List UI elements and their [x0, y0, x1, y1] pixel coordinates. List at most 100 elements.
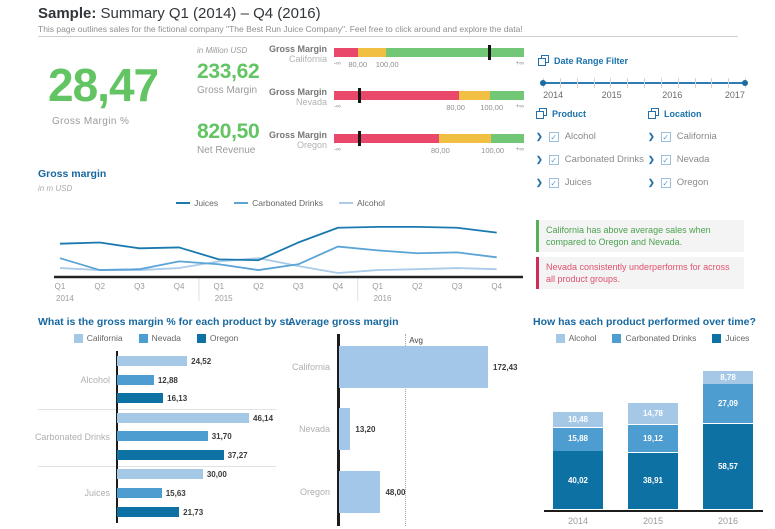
filter-item-oregon[interactable]: ❯ ✓ Oregon	[648, 171, 756, 194]
chevron-right-icon[interactable]: ❯	[648, 131, 655, 141]
stack-segment-juices-2016[interactable]	[703, 423, 753, 510]
bar-nevada[interactable]	[339, 408, 351, 450]
checkbox-checked-icon[interactable]: ✓	[548, 154, 559, 165]
bullet-scale-label: +∞	[515, 60, 524, 67]
x-tick-label: Q4	[174, 282, 185, 291]
filter-item-alcohol[interactable]: ❯ ✓ Alcohol	[536, 125, 644, 148]
line-series-carbonated-drinks[interactable]	[59, 245, 497, 271]
stack-segment-alcohol-2016[interactable]	[703, 371, 753, 384]
x-tick-label: Q2	[94, 282, 105, 291]
line-series-alcohol[interactable]	[59, 257, 497, 274]
bullet-measure-name: Gross Margin	[268, 130, 327, 140]
slider-year-label: 2016	[662, 90, 683, 100]
bar-value-label: 37,27	[227, 451, 248, 461]
kpi-gross-margin: 233,62 Gross Margin	[197, 60, 260, 96]
slider-tick	[559, 78, 561, 88]
stack-segment-juices-2014[interactable]	[553, 451, 603, 510]
stack-segment-alcohol-2015[interactable]	[628, 402, 678, 425]
filter-header-product[interactable]: Product	[536, 108, 644, 119]
x-axis	[544, 510, 763, 512]
date-filter-header[interactable]: Date Range Filter	[538, 55, 628, 66]
chevron-right-icon[interactable]: ❯	[536, 131, 543, 141]
legend-item-carbonated-drinks[interactable]: Carbonated Drinks	[612, 333, 696, 343]
bar-nevada-alcohol[interactable]	[117, 374, 154, 385]
legend-item-label: Juices	[725, 333, 750, 343]
stack-segment-carbonated-drinks-2014[interactable]	[553, 427, 603, 451]
bullet-region-name: Nevada	[295, 97, 327, 107]
line-chart-legend: Juices Carbonated Drinks Alcohol	[28, 198, 533, 208]
category-label: California	[291, 362, 330, 372]
stack-segment-carbonated-drinks-2015[interactable]	[628, 424, 678, 453]
bullet-chart-oregon[interactable]: Gross Margin Oregon -∞ 80,00 100,00 +∞	[262, 130, 524, 156]
chevron-right-icon[interactable]: ❯	[648, 154, 655, 164]
legend-line-swatch	[339, 201, 354, 205]
stack-segment-alcohol-2014[interactable]	[553, 412, 603, 428]
chevron-right-icon[interactable]: ❯	[536, 154, 543, 164]
filter-item-juices[interactable]: ❯ ✓ Juices	[536, 171, 644, 194]
slider-year-label: 2017	[724, 90, 745, 100]
slider-handle-end[interactable]	[742, 80, 748, 86]
x-tick-label: Q4	[333, 282, 344, 291]
bullet-region-name: Oregon	[296, 140, 327, 150]
chevron-right-icon[interactable]: ❯	[536, 177, 543, 187]
bullet-bar[interactable]	[334, 48, 524, 57]
checkbox-checked-icon[interactable]: ✓	[660, 177, 671, 188]
chevron-right-icon[interactable]: ❯	[648, 177, 655, 187]
bar-california-carbonated-drinks[interactable]	[117, 412, 249, 423]
legend-item-label: Alcohol	[357, 198, 385, 208]
bar-nevada-carbonated-drinks[interactable]	[117, 431, 208, 442]
bar-california-juices[interactable]	[117, 469, 203, 480]
bar-california[interactable]	[339, 346, 488, 388]
checkbox-checked-icon[interactable]: ✓	[660, 154, 671, 165]
bar-oregon[interactable]	[339, 471, 381, 513]
bar-value-label: 172,43	[493, 363, 518, 372]
filter-header-location[interactable]: Location	[648, 108, 756, 119]
legend-item-alcohol[interactable]: Alcohol	[555, 333, 596, 343]
category-label: Alcohol	[80, 375, 110, 385]
bar-oregon-juices[interactable]	[117, 506, 180, 517]
legend-item-carbonated-drinks[interactable]: Carbonated Drinks	[234, 198, 323, 208]
stack-segment-juices-2015[interactable]	[628, 452, 678, 510]
bullet-bar[interactable]	[334, 134, 524, 143]
stack-segment-carbonated-drinks-2016[interactable]	[703, 384, 753, 424]
bar-oregon-alcohol[interactable]	[117, 393, 164, 404]
slider-tick	[660, 78, 662, 88]
legend-item-juices[interactable]: Juices	[712, 333, 749, 343]
bar-value-label: 16,13	[167, 394, 188, 404]
bullet-chart-california[interactable]: Gross Margin California -∞ 80,00 100,00 +∞	[262, 44, 524, 70]
slider-handle-start[interactable]	[540, 80, 546, 86]
checkbox-checked-icon[interactable]: ✓	[660, 131, 671, 142]
bullet-segment-bad	[334, 134, 439, 143]
product-over-time-legend: Alcohol Carbonated Drinks Juices	[530, 333, 775, 343]
bullet-chart-nevada[interactable]: Gross Margin Nevada -∞ 80,00 100,00 +∞	[262, 87, 524, 113]
bullet-measure-name: Gross Margin	[268, 44, 327, 54]
average-gross-margin-plot: Avg 172,43 California 13,20 Nevada 48,00 Orego…	[282, 314, 528, 529]
bullet-body: -∞ 80,00 100,00 +∞	[334, 44, 524, 70]
legend-item-nevada[interactable]: Nevada	[138, 333, 181, 343]
line-series-juices[interactable]	[59, 225, 497, 262]
bullet-bar[interactable]	[334, 91, 524, 100]
legend-item-label: Carbonated Drinks	[252, 198, 324, 208]
line-chart-title: Gross margin	[38, 168, 107, 180]
checkbox-checked-icon[interactable]: ✓	[548, 131, 559, 142]
bar-california-alcohol[interactable]	[117, 356, 188, 366]
x-tick-label: Q2	[253, 282, 264, 291]
legend-item-california[interactable]: California	[73, 333, 123, 343]
segment-value-label: 19,12	[642, 433, 664, 443]
filter-item-carbonated-drinks[interactable]: ❯ ✓ Carbonated Drinks	[536, 148, 644, 171]
checkbox-checked-icon[interactable]: ✓	[548, 177, 559, 188]
filter-item-nevada[interactable]: ❯ ✓ Nevada	[648, 148, 756, 171]
legend-item-alcohol[interactable]: Alcohol	[339, 198, 385, 208]
legend-item-label: Juices	[194, 198, 219, 208]
bar-nevada-juices[interactable]	[117, 488, 162, 499]
legend-item-oregon[interactable]: Oregon	[196, 333, 238, 343]
legend-item-juices[interactable]: Juices	[176, 198, 218, 208]
line-chart-plot[interactable]: Q1 Q2 Q3 Q4 Q1 Q2 Q3 Q4 Q1 Q2 Q3 Q4 2014 2015 2016	[28, 210, 538, 306]
date-range-slider[interactable]: 2014 2015 2016 2017	[536, 74, 754, 104]
filter-item-california[interactable]: ❯ ✓ California	[648, 125, 756, 148]
bar-oregon-carbonated-drinks[interactable]	[117, 450, 224, 461]
segment-value-label: 8,78	[720, 372, 736, 382]
page-title-prefix: Sample:	[38, 5, 97, 22]
slider-tick	[711, 78, 713, 88]
filter-item-label: Oregon	[676, 177, 709, 188]
